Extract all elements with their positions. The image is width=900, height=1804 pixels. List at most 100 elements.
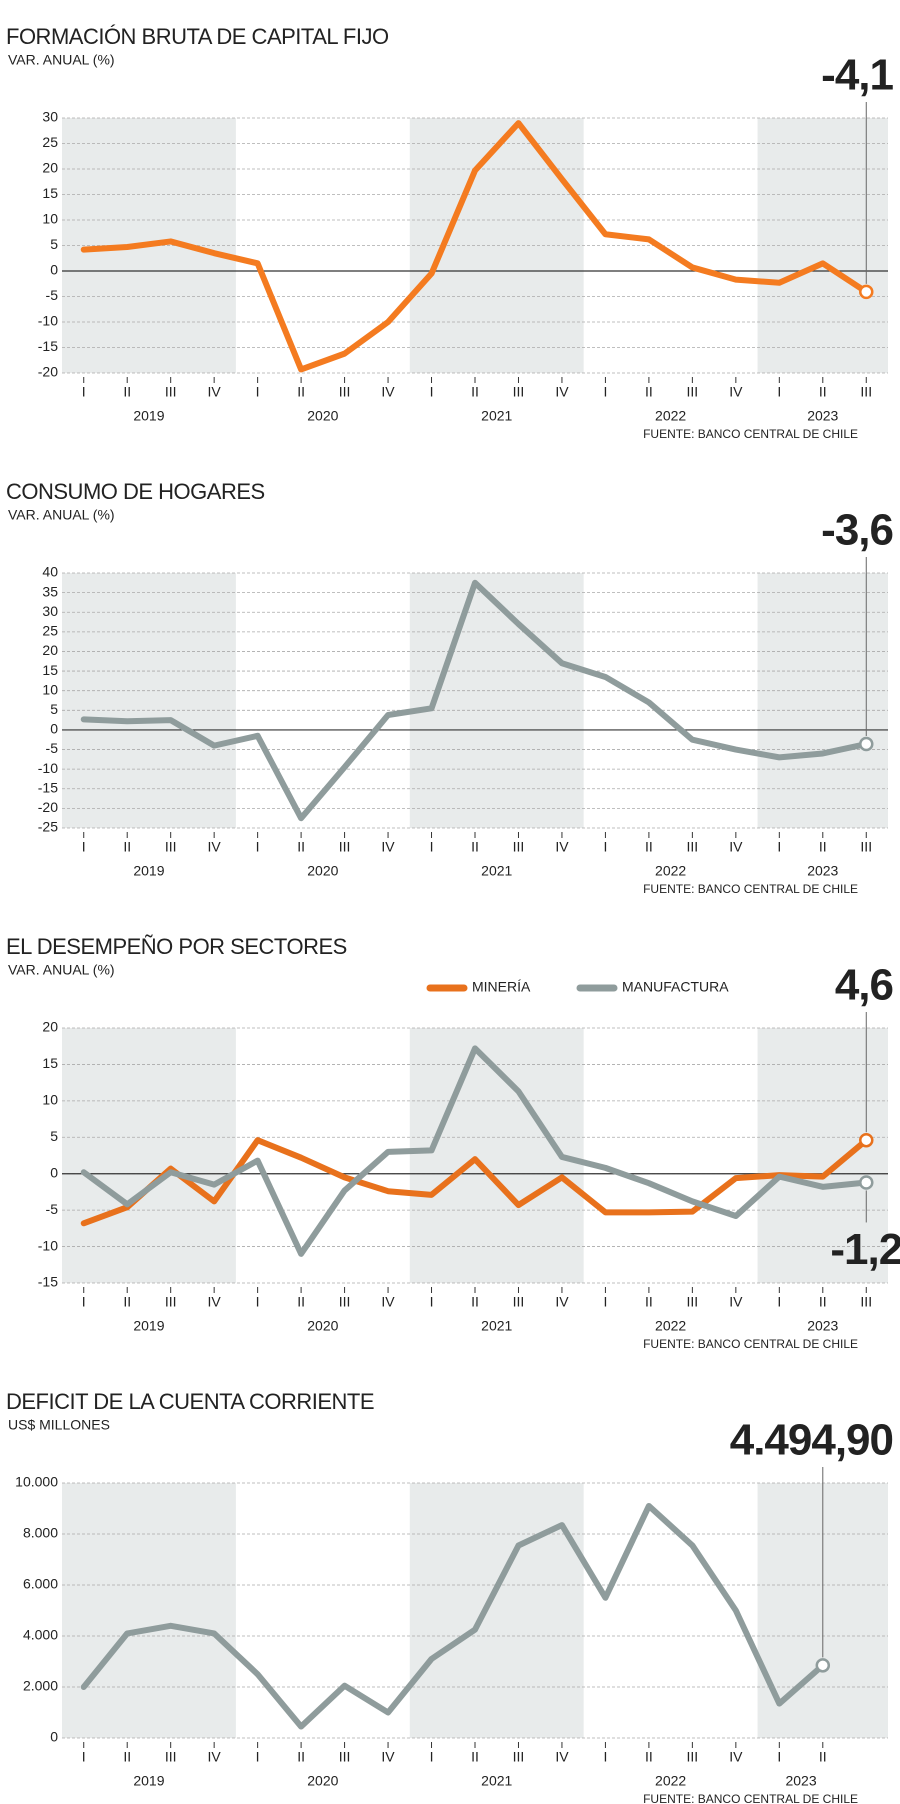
x-tick-label: III <box>687 839 699 855</box>
year-label: 2021 <box>481 408 512 424</box>
year-label: 2020 <box>307 1318 338 1334</box>
x-tick-label: III <box>513 1749 525 1765</box>
y-tick-label: 0 <box>50 1729 58 1745</box>
year-label: 2023 <box>807 863 838 879</box>
x-tick-label: II <box>819 384 827 400</box>
x-tick-label: IV <box>208 384 222 400</box>
end-point <box>859 1132 874 1148</box>
year-label: 2022 <box>655 1318 686 1334</box>
x-tick-label: III <box>513 384 525 400</box>
y-tick-label: 20 <box>42 1019 58 1035</box>
year-label: 2020 <box>307 1773 338 1789</box>
y-tick-label: 15 <box>42 185 58 201</box>
x-tick-label: I <box>82 384 86 400</box>
year-band <box>409 573 584 828</box>
x-tick-label: III <box>860 1294 872 1310</box>
end-point <box>859 736 874 752</box>
x-tick-label: IV <box>555 384 569 400</box>
y-tick-label: 2.000 <box>23 1678 58 1694</box>
y-tick-label: 10 <box>42 681 58 697</box>
year-label: 2021 <box>481 1773 512 1789</box>
y-tick-label: 15 <box>42 662 58 678</box>
x-tick-label: IV <box>729 839 743 855</box>
y-tick-label: 35 <box>42 583 58 599</box>
legend-label: MINERÍA <box>472 979 531 995</box>
year-label: 2020 <box>307 863 338 879</box>
y-tick-label: -5 <box>46 1201 59 1217</box>
x-tick-label: III <box>687 1749 699 1765</box>
y-tick-label: 5 <box>50 236 58 252</box>
source: FUENTE: BANCO CENTRAL DE CHILE <box>643 882 858 896</box>
y-tick-label: 5 <box>50 701 58 717</box>
x-tick-label: I <box>82 1749 86 1765</box>
x-tick-label: II <box>471 384 479 400</box>
y-tick-label: 8.000 <box>23 1525 58 1541</box>
x-tick-label: IV <box>729 1749 743 1765</box>
year-band <box>409 1483 584 1738</box>
x-tick-label: III <box>860 384 872 400</box>
end-point <box>859 284 874 300</box>
x-tick-label: IV <box>208 1749 222 1765</box>
year-label: 2023 <box>807 1318 838 1334</box>
x-tick-label: II <box>645 839 653 855</box>
x-tick-label: III <box>513 839 525 855</box>
chart-subtitle: VAR. ANUAL (%) <box>8 962 115 978</box>
x-tick-label: III <box>339 384 351 400</box>
y-tick-label: 30 <box>42 109 58 125</box>
x-tick-label: I <box>82 839 86 855</box>
y-tick-label: 30 <box>42 603 58 619</box>
x-tick-label: IV <box>381 384 395 400</box>
source: FUENTE: BANCO CENTRAL DE CHILE <box>643 1337 858 1351</box>
y-tick-label: 5 <box>50 1128 58 1144</box>
x-tick-label: II <box>297 1294 305 1310</box>
x-tick-label: IV <box>555 839 569 855</box>
end-point <box>859 1175 874 1190</box>
x-tick-label: II <box>123 1294 131 1310</box>
x-tick-label: I <box>603 1749 607 1765</box>
y-tick-label: -15 <box>38 1274 58 1290</box>
chart-subtitle: US$ MILLONES <box>8 1417 110 1433</box>
y-tick-label: -5 <box>46 740 59 756</box>
x-tick-label: I <box>603 384 607 400</box>
x-tick-label: IV <box>555 1749 569 1765</box>
x-tick-label: II <box>819 839 827 855</box>
series-line <box>80 579 870 822</box>
x-tick-label: IV <box>729 384 743 400</box>
year-band <box>62 1483 236 1738</box>
x-tick-label: I <box>430 1294 434 1310</box>
y-tick-label: 25 <box>42 134 58 150</box>
x-tick-label: II <box>645 384 653 400</box>
year-label: 2021 <box>481 1318 512 1334</box>
x-tick-label: II <box>123 839 131 855</box>
legend-label: MANUFACTURA <box>622 979 729 995</box>
x-tick-label: II <box>297 384 305 400</box>
x-tick-label: I <box>430 1749 434 1765</box>
y-tick-label: 25 <box>42 623 58 639</box>
y-tick-label: 4.000 <box>23 1627 58 1643</box>
x-tick-label: II <box>471 1294 479 1310</box>
x-tick-label: I <box>256 1294 260 1310</box>
x-tick-label: I <box>256 384 260 400</box>
x-tick-label: II <box>819 1749 827 1765</box>
year-label: 2022 <box>655 408 686 424</box>
x-tick-label: IV <box>555 1294 569 1310</box>
chart-title: DEFICIT DE LA CUENTA CORRIENTE <box>6 1389 374 1414</box>
year-band <box>62 573 236 828</box>
x-tick-label: I <box>603 1294 607 1310</box>
y-tick-label: 40 <box>42 564 58 580</box>
y-tick-label: 20 <box>42 160 58 176</box>
x-tick-label: I <box>777 839 781 855</box>
chart-title: FORMACIÓN BRUTA DE CAPITAL FIJO <box>6 24 389 49</box>
x-tick-label: IV <box>208 1294 222 1310</box>
x-tick-label: II <box>819 1294 827 1310</box>
x-tick-label: I <box>777 1749 781 1765</box>
year-label: 2019 <box>133 1318 164 1334</box>
x-tick-label: III <box>165 1749 177 1765</box>
year-label: 2019 <box>133 408 164 424</box>
y-tick-label: -5 <box>46 287 59 303</box>
y-tick-label: 6.000 <box>23 1576 58 1592</box>
y-tick-label: 0 <box>50 721 58 737</box>
end-point <box>815 1658 831 1673</box>
y-tick-label: -15 <box>38 779 58 795</box>
